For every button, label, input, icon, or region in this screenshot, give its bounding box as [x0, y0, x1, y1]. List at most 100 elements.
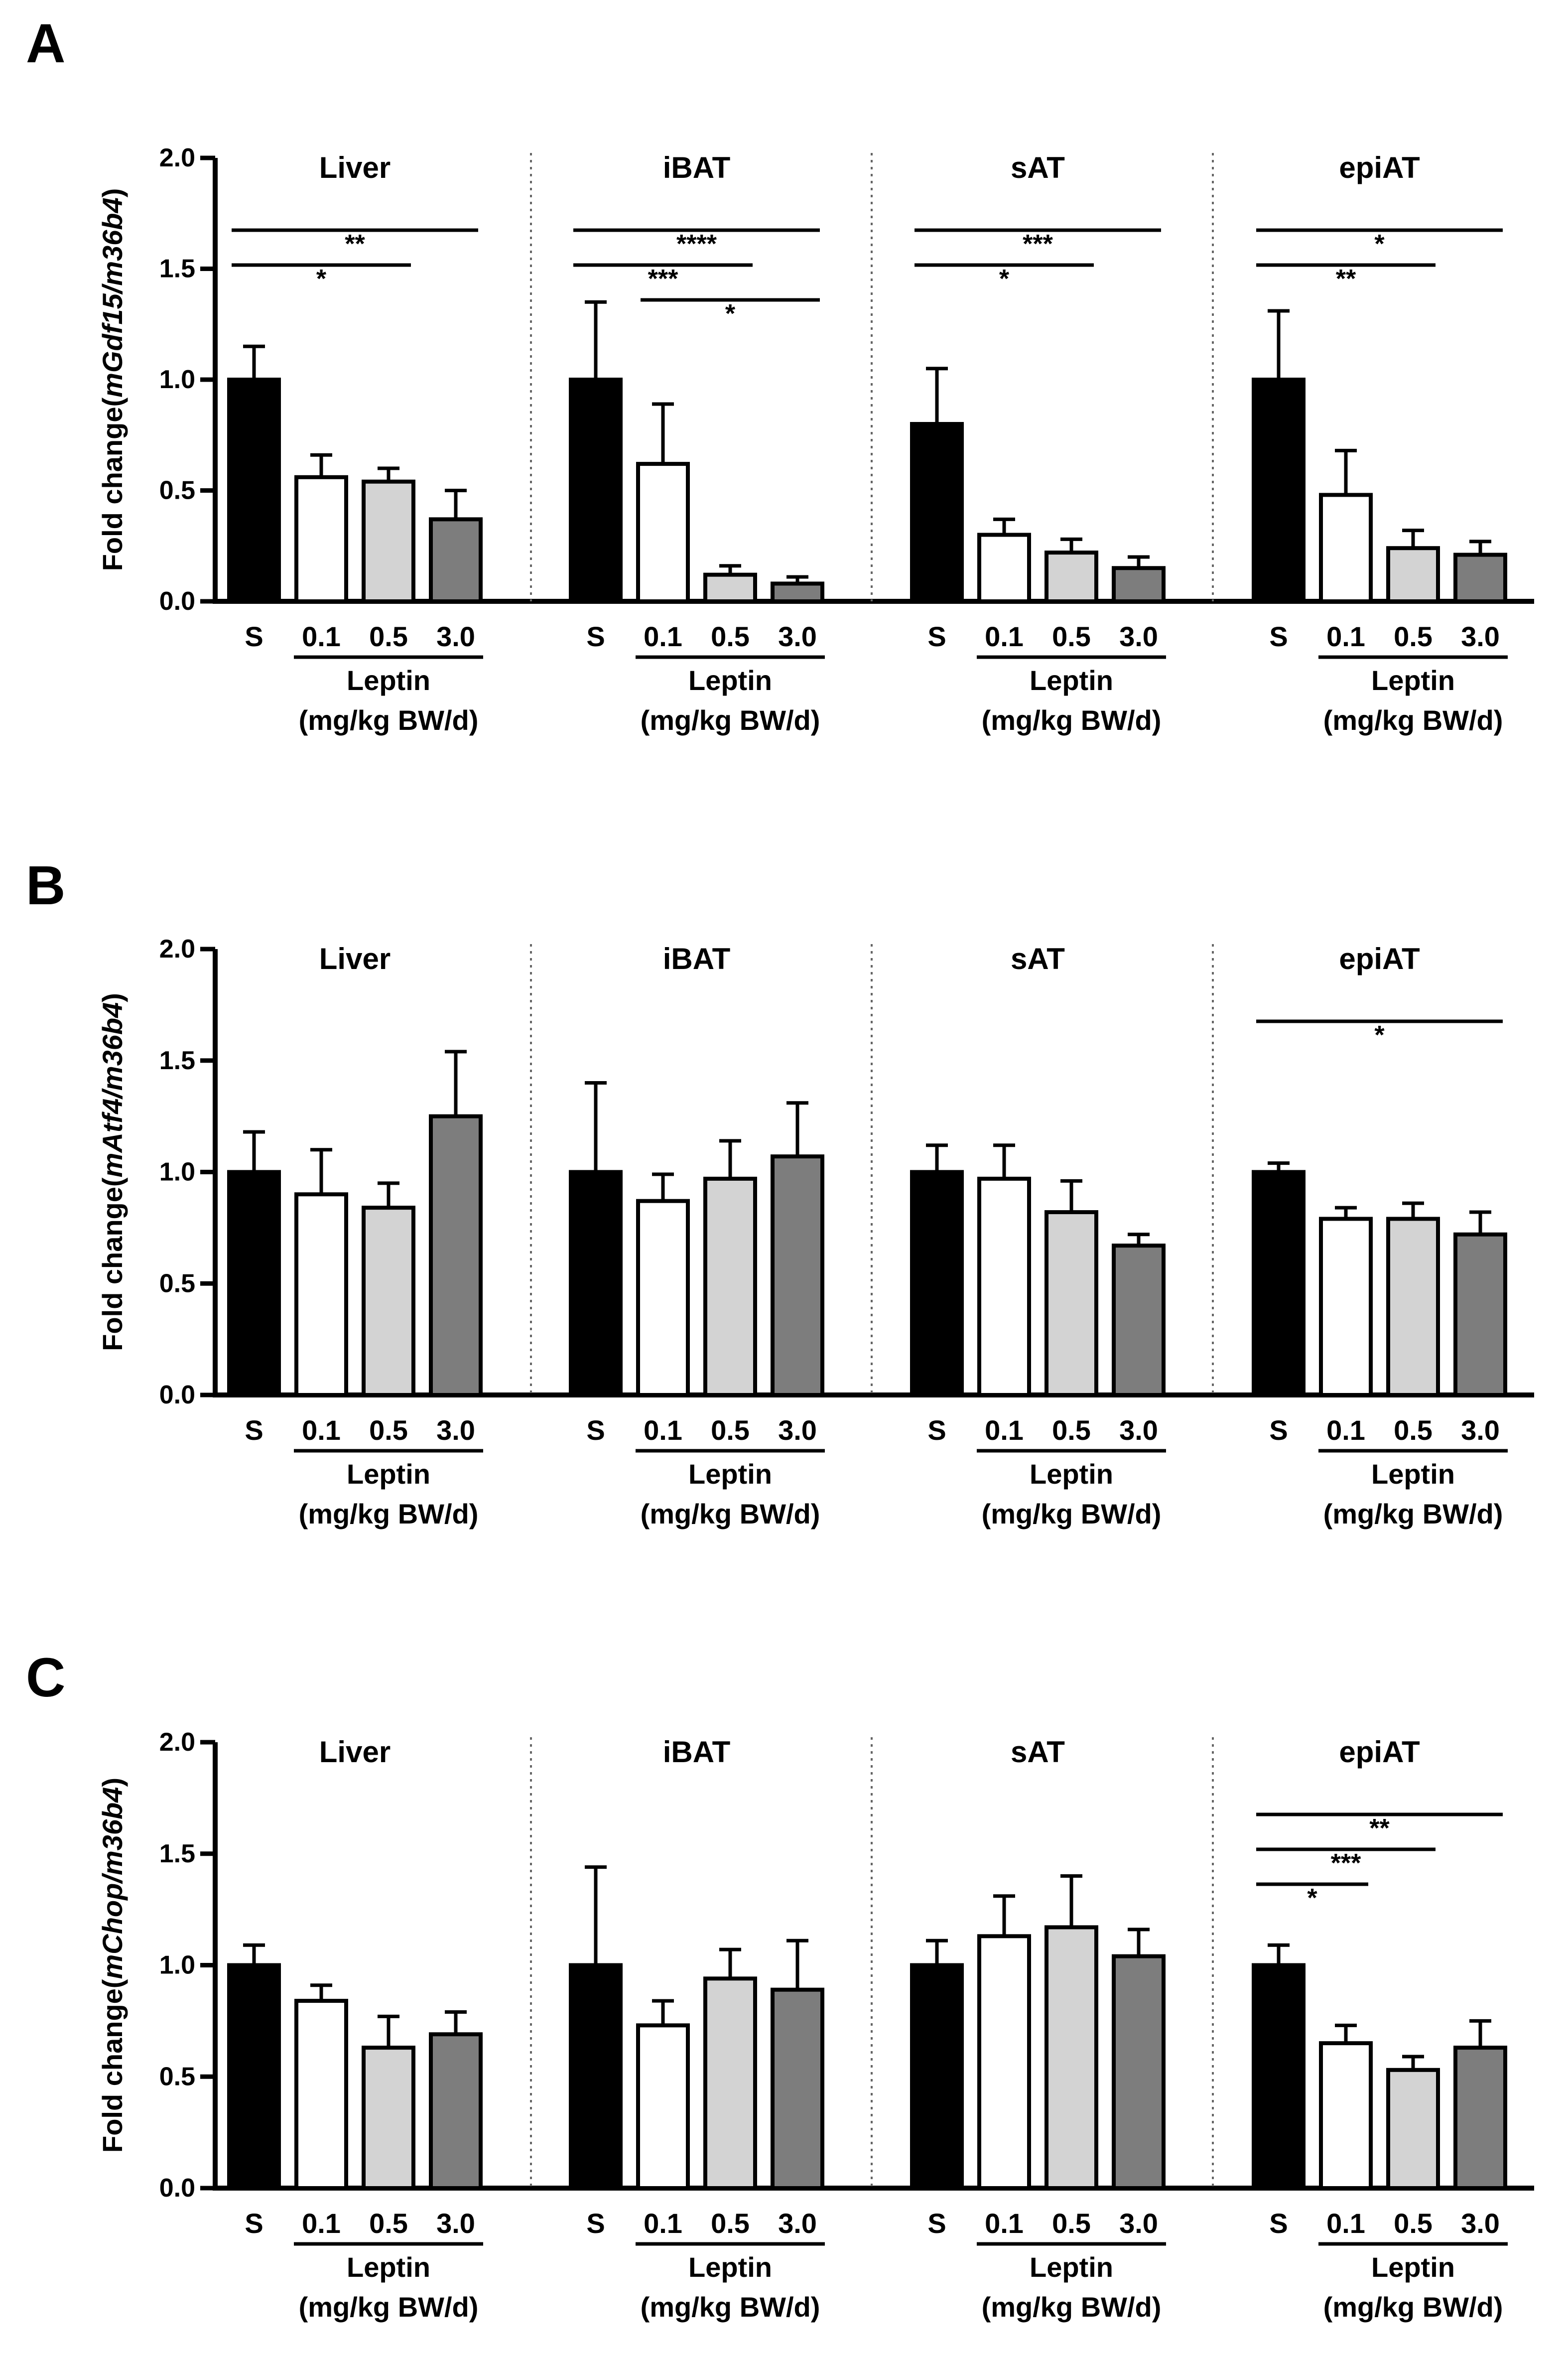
treatment-unit: (mg/kg BW/d) [299, 2291, 479, 2323]
bar [636, 2023, 690, 2190]
x-tick-label: 3.0 [436, 2208, 475, 2239]
x-tick-label: S [1269, 1414, 1288, 1446]
bar [1386, 2068, 1440, 2191]
bar [294, 1999, 348, 2191]
x-tick-label: 0.5 [369, 2208, 408, 2239]
treatment-label: Leptin [1030, 1458, 1113, 1490]
y-tick-label: 1.0 [159, 365, 195, 394]
x-tick-label: S [586, 621, 605, 652]
x-tick-label: 0.1 [1326, 2208, 1365, 2239]
panel-letter: C [26, 1647, 65, 1708]
treatment-label: Leptin [347, 2251, 430, 2283]
bar [1045, 551, 1098, 603]
x-tick-label: S [1269, 2208, 1288, 2239]
x-tick-label: 0.1 [302, 2208, 341, 2239]
y-tick-label: 1.0 [159, 1951, 195, 1980]
treatment-label: Leptin [1371, 1458, 1455, 1490]
significance-label: * [1307, 1884, 1317, 1913]
treatment-label: Leptin [1030, 2251, 1113, 2283]
bar [771, 1987, 824, 2191]
x-tick-label: 3.0 [778, 2208, 817, 2239]
bar [1319, 2041, 1373, 2190]
x-tick-label: 0.1 [985, 2208, 1024, 2239]
x-tick-label: 3.0 [436, 621, 475, 652]
group-title: sAT [1011, 151, 1065, 184]
x-tick-label: 3.0 [1461, 1414, 1500, 1446]
bar [977, 1934, 1031, 2190]
bar [636, 462, 690, 603]
bar [227, 1170, 281, 1397]
x-tick-label: S [586, 1414, 605, 1446]
panel-C: C 0.0 0.5 1.0 1.5 2.0 Fold change(mChop/m36b4)… [26, 1647, 1534, 2323]
y-axis-title-suffix: ) [97, 188, 128, 198]
y-axis-title-prefix: Fold change( [97, 1177, 128, 1351]
bar [294, 475, 348, 603]
significance-label: ** [1369, 1814, 1390, 1843]
x-tick-label: S [927, 1414, 946, 1446]
bar [227, 378, 281, 603]
bar [294, 1192, 348, 1397]
bar [910, 1963, 964, 2190]
x-tick-label: 0.5 [369, 1414, 408, 1446]
y-tick-label: 1.5 [159, 1046, 195, 1075]
bar [1453, 2046, 1507, 2191]
bar [703, 1176, 757, 1397]
bar [362, 1206, 415, 1397]
y-tick-label: 0.0 [159, 2174, 195, 2203]
treatment-unit: (mg/kg BW/d) [641, 704, 820, 736]
bar [1453, 553, 1507, 604]
bar [1112, 566, 1166, 603]
y-tick-label: 0.5 [159, 1269, 195, 1298]
x-tick-label: 0.5 [1052, 621, 1091, 652]
x-tick-label: 3.0 [1461, 621, 1500, 652]
treatment-label: Leptin [1371, 2251, 1455, 2283]
treatment-unit: (mg/kg BW/d) [1323, 704, 1503, 736]
treatment-label: Leptin [347, 665, 430, 696]
y-axis-title-gene: mAtf4/m36b4 [97, 1002, 128, 1178]
y-tick-label: 0.5 [159, 476, 195, 505]
x-tick-label: 3.0 [1119, 621, 1158, 652]
y-tick-label: 1.5 [159, 1839, 195, 1868]
x-tick-label: 0.5 [1052, 1414, 1091, 1446]
group-title: iBAT [663, 942, 731, 975]
y-tick-label: 0.0 [159, 587, 195, 616]
bar [910, 1170, 964, 1397]
bar [1319, 493, 1373, 604]
group-title: Liver [319, 151, 391, 184]
x-tick-label: 0.1 [985, 621, 1024, 652]
y-axis-title-gene: mGdf15/m36b4 [97, 197, 128, 398]
group-title: iBAT [663, 1735, 731, 1769]
panel-letter: B [26, 855, 65, 916]
significance-label: ** [345, 230, 365, 259]
bar [636, 1199, 690, 1397]
significance-label: * [1374, 1021, 1385, 1050]
x-tick-label: 3.0 [778, 1414, 817, 1446]
y-axis-title: Fold change(mAtf4/m36b4) [97, 993, 128, 1351]
group-title: sAT [1011, 942, 1065, 975]
x-tick-label: 0.1 [644, 621, 682, 652]
x-tick-label: 3.0 [1119, 2208, 1158, 2239]
group-title: sAT [1011, 1735, 1065, 1769]
x-tick-label: 3.0 [1461, 2208, 1500, 2239]
significance-label: * [316, 265, 327, 293]
treatment-unit: (mg/kg BW/d) [982, 1498, 1162, 1529]
y-tick-label: 0.0 [159, 1381, 195, 1409]
bar [429, 1114, 483, 1397]
treatment-unit: (mg/kg BW/d) [641, 2291, 820, 2323]
x-tick-label: 0.5 [711, 621, 750, 652]
x-tick-label: 0.5 [369, 621, 408, 652]
y-tick-label: 0.5 [159, 2062, 195, 2091]
group-title: Liver [319, 1735, 391, 1769]
bar [771, 1154, 824, 1397]
treatment-label: Leptin [688, 2251, 772, 2283]
x-tick-label: 0.1 [644, 1414, 682, 1446]
x-tick-label: 0.1 [644, 2208, 682, 2239]
bar [1386, 546, 1440, 603]
y-axis-title-prefix: Fold change( [97, 398, 128, 571]
y-axis-title: Fold change(mGdf15/m36b4) [97, 188, 128, 571]
